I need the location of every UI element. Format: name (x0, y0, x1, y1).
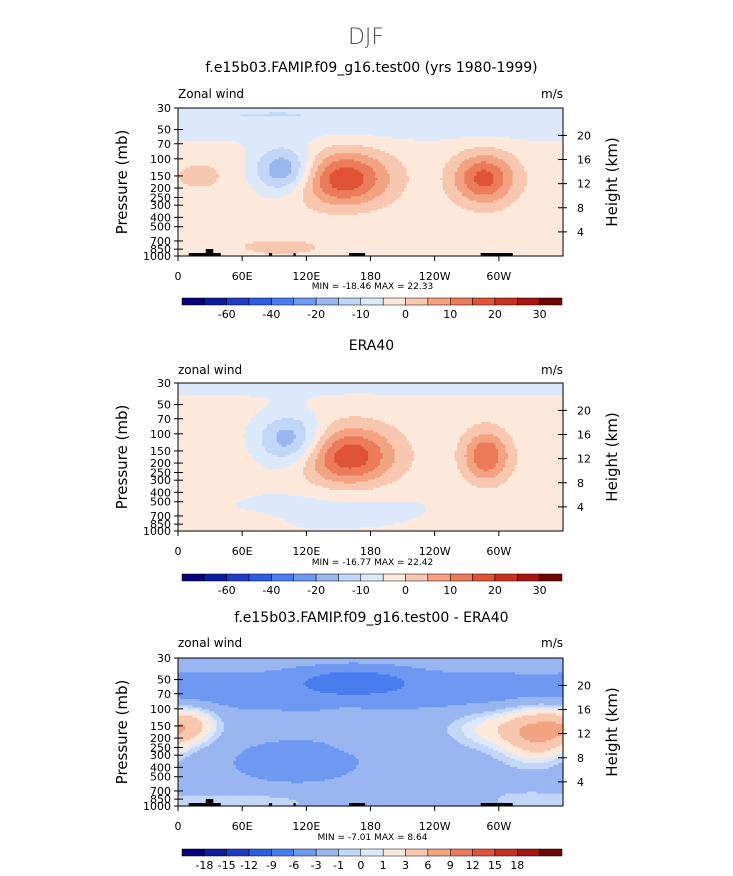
field-cells (178, 108, 564, 257)
field-label: Zonal wind (178, 87, 244, 101)
figure: DJF f.e15b03.FAMIP.f09_g16.test00 (yrs 1… (0, 0, 733, 872)
units-label: m/s (541, 87, 563, 101)
figure-canvas: DJF f.e15b03.FAMIP.f09_g16.test00 (yrs 1… (0, 0, 733, 872)
panel-1: f.e15b03.FAMIP.f09_g16.test00 (yrs 1980-… (113, 60, 621, 321)
panel-title: f.e15b03.FAMIP.f09_g16.test00 (yrs 1980-… (205, 60, 537, 76)
figure-title: DJF (348, 25, 384, 50)
